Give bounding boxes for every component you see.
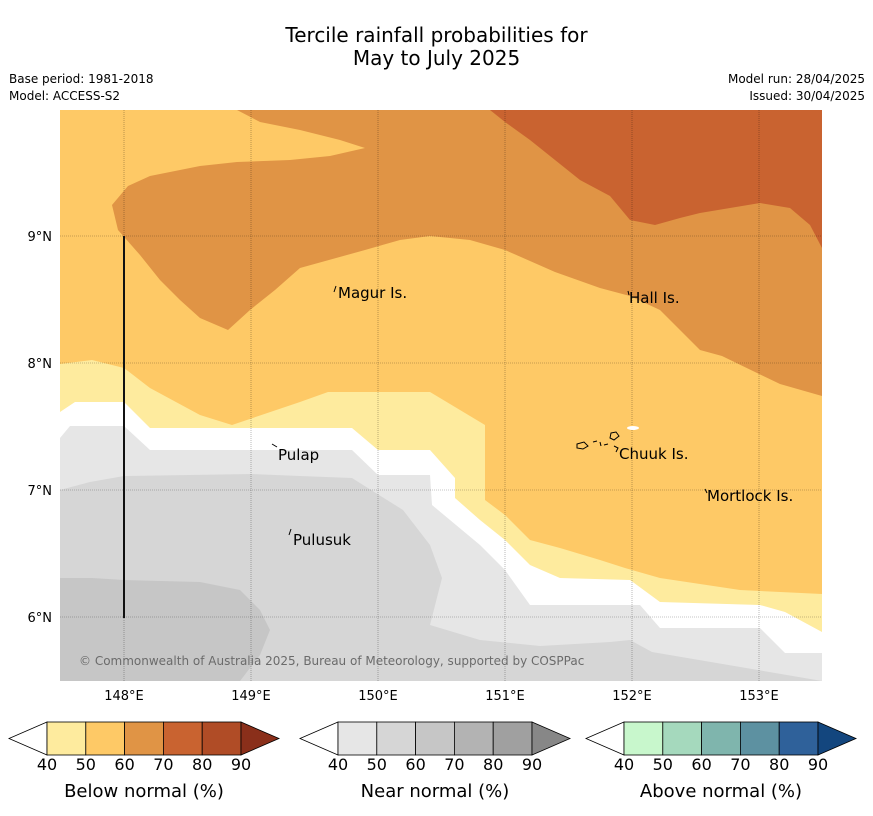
below-normal-colorbar-cell <box>85 721 126 756</box>
place-label-chuuk: Chuuk Is. <box>619 445 688 463</box>
issued-date: Issued: 30/04/2025 <box>749 89 865 103</box>
magur-island-shape <box>333 285 337 293</box>
near-normal-colorbar-tick: 80 <box>483 755 503 774</box>
island-shapes <box>271 285 708 536</box>
below-normal-colorbar: 40 50 60 70 80 90 <box>7 721 281 774</box>
below-normal-colorbar-tick: 70 <box>153 755 173 774</box>
hall-island-shape <box>627 290 630 296</box>
above-normal-colorbar-cell <box>778 721 819 756</box>
place-label-hall: Hall Is. <box>629 289 680 307</box>
below-normal-colorbar-tick: 90 <box>231 755 251 774</box>
near-normal-colorbar-cell <box>415 721 455 756</box>
place-label-magur: Magur Is. <box>338 284 407 302</box>
below-normal-colorbar-tick: 40 <box>37 755 57 774</box>
place-label-pulap: Pulap <box>278 446 319 464</box>
lon-tick-153e: 153°E <box>739 689 779 704</box>
above-normal-colorbar-cell <box>662 721 702 756</box>
above-normal-colorbar-cell <box>701 721 741 756</box>
above-normal-legend-label: Above normal (%) <box>639 781 803 802</box>
lat-tick-7n: 7°N <box>28 484 53 499</box>
below-normal-70-80-zone <box>490 110 822 248</box>
above-normal-colorbar-tick: 40 <box>614 755 634 774</box>
above-normal-colorbar-tick: 70 <box>730 755 750 774</box>
near-normal-colorbar-tick: 50 <box>367 755 387 774</box>
near-normal-colorbar-tick: 40 <box>328 755 348 774</box>
above-normal-colorbar-tick: 60 <box>691 755 711 774</box>
mortlock-island-shape <box>704 488 708 494</box>
near-normal-60-70-zone <box>60 578 270 681</box>
below-normal-colorbar-cell <box>201 721 242 756</box>
above-normal-colorbar-tick: 90 <box>808 755 828 774</box>
chuuk-lagoon-islands <box>576 426 639 453</box>
above-normal-colorbar-tick: 50 <box>653 755 673 774</box>
map-title-line2: May to July 2025 <box>352 46 521 70</box>
near-normal-colorbar: 40 50 60 70 80 90 <box>298 721 572 774</box>
below-normal-colorbar-tick: 60 <box>114 755 134 774</box>
above-normal-colorbar-cell <box>740 721 780 756</box>
map-title-line1: Tercile rainfall probabilities for <box>285 23 588 47</box>
lat-tick-9n: 9°N <box>28 230 53 245</box>
lat-tick-8n: 8°N <box>28 357 53 372</box>
colorbar-legend: 40 50 60 70 80 90 40 50 60 70 80 90 40 50 60 70 80 90 <box>7 721 858 774</box>
below-normal-colorbar-tick: 50 <box>76 755 96 774</box>
above-normal-colorbar-min-extend <box>584 721 625 756</box>
lon-tick-152e: 152°E <box>612 689 652 704</box>
copyright-notice: © Commonwealth of Australia 2025, Bureau… <box>79 654 584 668</box>
below-normal-colorbar-cell <box>124 721 164 756</box>
place-label-pulusuk: Pulusuk <box>293 531 351 549</box>
place-label-mortlock: Mortlock Is. <box>707 487 793 505</box>
above-normal-colorbar-cell <box>623 721 664 756</box>
near-normal-colorbar-tick: 90 <box>522 755 542 774</box>
below-normal-colorbar-min-extend <box>7 721 48 756</box>
near-normal-colorbar-cell <box>337 721 378 756</box>
below-normal-colorbar-tick: 80 <box>192 755 212 774</box>
base-period: Base period: 1981-2018 <box>9 72 154 86</box>
near-normal-colorbar-cell <box>453 721 494 756</box>
near-normal-colorbar-cell <box>492 721 533 756</box>
near-normal-colorbar-min-extend <box>298 721 339 756</box>
model-name: Model: ACCESS-S2 <box>9 89 121 103</box>
near-normal-colorbar-cell <box>376 721 416 756</box>
lat-gridlines <box>60 235 822 618</box>
model-run-date: Model run: 28/04/2025 <box>727 72 865 86</box>
below-normal-colorbar-max-extend <box>240 721 281 756</box>
lon-tick-150e: 150°E <box>358 689 398 704</box>
map-panel: Magur Is. Hall Is. Pulap Chuuk Is. Mortl… <box>60 110 822 681</box>
lat-tick-6n: 6°N <box>28 611 53 626</box>
lon-tick-148e: 148°E <box>104 689 144 704</box>
pulap-island-shape <box>271 443 278 448</box>
below-normal-legend-label: Below normal (%) <box>64 781 224 802</box>
lon-tick-151e: 151°E <box>485 689 525 704</box>
below-normal-colorbar-cell <box>162 721 203 756</box>
pulusuk-island-shape <box>288 528 292 536</box>
above-normal-colorbar: 40 50 60 70 80 90 <box>584 721 858 774</box>
near-normal-colorbar-max-extend <box>531 721 572 756</box>
above-normal-colorbar-tick: 80 <box>769 755 789 774</box>
above-normal-colorbar-max-extend <box>817 721 858 756</box>
below-normal-colorbar-cell <box>46 721 87 756</box>
near-normal-colorbar-tick: 60 <box>405 755 425 774</box>
near-normal-colorbar-tick: 70 <box>444 755 464 774</box>
near-normal-legend-label: Near normal (%) <box>360 781 510 802</box>
lon-tick-149e: 149°E <box>231 689 271 704</box>
